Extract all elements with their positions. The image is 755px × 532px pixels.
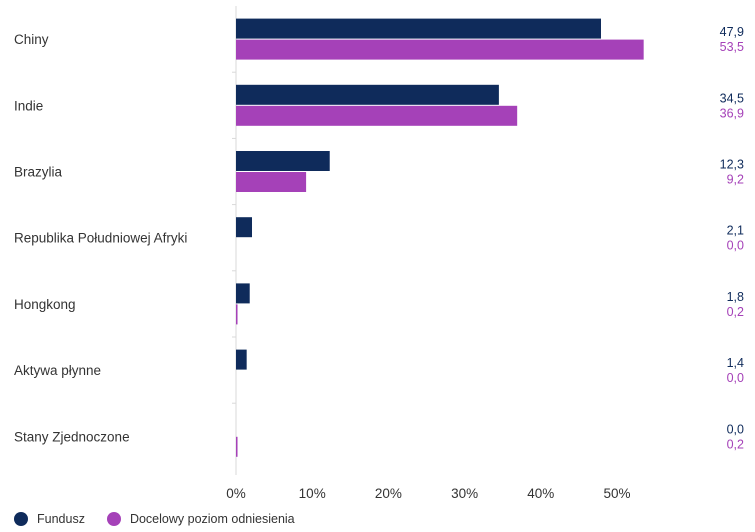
bar-benchmark [236, 172, 307, 192]
value-label-benchmark: 53,5 [720, 40, 744, 54]
bar-benchmark [236, 304, 238, 325]
x-tick-label: 20% [375, 486, 402, 501]
category-label: Hongkong [14, 297, 76, 312]
value-label-fundusz: 0,0 [727, 422, 744, 436]
legend-marker-fundusz [14, 512, 28, 526]
value-label-benchmark: 0,2 [727, 437, 744, 451]
legend-marker-benchmark [106, 512, 121, 526]
category-label: Stany Zjednoczone [14, 429, 130, 444]
bar-benchmark [236, 105, 518, 126]
category-label: Indie [14, 98, 43, 113]
bar-benchmark [236, 436, 238, 457]
x-tick-label: 30% [451, 486, 478, 501]
value-label-benchmark: 0,0 [727, 371, 744, 385]
bar-benchmark [236, 39, 644, 60]
bar-fundusz [236, 349, 247, 370]
legend-label-benchmark: Docelowy poziom odniesienia [129, 512, 295, 526]
value-label-fundusz: 1,8 [727, 290, 744, 304]
value-label-fundusz: 1,4 [727, 356, 744, 370]
value-label-benchmark: 36,9 [720, 106, 744, 120]
value-label-fundusz: 12,3 [720, 158, 744, 172]
value-label-benchmark: 0,2 [727, 305, 744, 319]
legend-item-fundusz: Fundusz [14, 512, 85, 526]
category-label: Aktywa płynne [14, 363, 101, 378]
x-tick-label: 50% [603, 486, 630, 501]
value-label-benchmark: 9,2 [727, 173, 744, 187]
bar-fundusz [236, 217, 253, 238]
category-label: Republika Południowej Afryki [14, 231, 187, 246]
value-label-fundusz: 2,1 [727, 224, 744, 238]
category-label: Chiny [14, 32, 49, 47]
bar-chart: Chiny 47,953,5 Indie 34,536,9 Brazylia 12,39,… [14, 6, 744, 501]
legend: Fundusz Docelowy poziom odniesienia [14, 512, 317, 526]
category-label: Brazylia [14, 165, 63, 180]
value-label-fundusz: 47,9 [720, 25, 744, 39]
bar-fundusz [236, 18, 601, 39]
value-label-fundusz: 34,5 [720, 91, 744, 105]
legend-item-benchmark: Docelowy poziom odniesienia [106, 512, 295, 526]
bar-fundusz [236, 84, 499, 105]
legend-label-fundusz: Fundusz [37, 512, 85, 526]
bar-fundusz [236, 283, 250, 304]
x-tick-label: 0% [226, 486, 246, 501]
bar-fundusz [236, 151, 330, 171]
x-tick-label: 40% [527, 486, 554, 501]
value-label-benchmark: 0,0 [727, 239, 744, 253]
x-tick-label: 10% [299, 486, 326, 501]
